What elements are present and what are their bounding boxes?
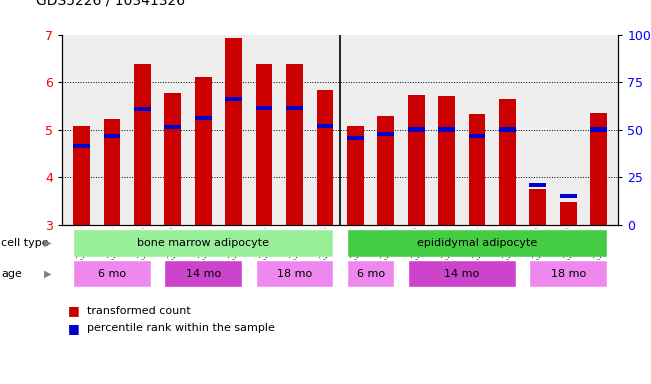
Text: GDS5226 / 10341326: GDS5226 / 10341326 [36,0,185,8]
Bar [408,95,424,225]
Text: 14 mo: 14 mo [186,268,221,279]
Bar [469,114,486,225]
Bar [590,127,607,132]
Text: 18 mo: 18 mo [277,268,312,279]
Bar [378,116,394,225]
Bar [560,194,577,198]
Bar [195,116,212,120]
Text: ■: ■ [68,305,80,318]
Text: 6 mo: 6 mo [98,268,126,279]
Bar [378,132,394,136]
Bar [256,106,273,110]
Bar [499,127,516,132]
Bar [165,93,181,225]
Bar [347,229,607,257]
Bar [256,260,333,288]
Bar [499,99,516,225]
Text: epididymal adipocyte: epididymal adipocyte [417,238,537,248]
Bar [195,77,212,225]
Text: 14 mo: 14 mo [444,268,479,279]
Bar [286,65,303,225]
Text: percentile rank within the sample: percentile rank within the sample [87,323,275,333]
Text: 6 mo: 6 mo [357,268,385,279]
Bar [469,134,486,138]
Bar [74,229,333,257]
Text: ■: ■ [68,322,80,335]
Bar [529,260,607,288]
Bar [225,38,242,225]
Text: transformed count: transformed count [87,306,190,316]
Bar [104,134,120,138]
Bar [438,96,455,225]
Bar [560,202,577,225]
Bar [408,127,424,132]
Bar [104,119,120,225]
Text: bone marrow adipocyte: bone marrow adipocyte [137,238,270,248]
Text: cell type: cell type [1,238,49,248]
Bar [316,90,333,225]
Bar [438,127,455,132]
Bar [347,260,394,288]
Bar [165,260,242,288]
Bar [316,124,333,128]
Bar [286,106,303,110]
Bar [529,189,546,225]
Bar [590,113,607,225]
Bar [74,144,90,148]
Text: ▶: ▶ [44,238,52,248]
Text: ▶: ▶ [44,268,52,279]
Bar [256,64,273,225]
Bar [347,126,364,225]
Bar [134,64,151,225]
Text: 18 mo: 18 mo [551,268,586,279]
Bar [225,96,242,101]
Bar [165,125,181,129]
Bar [74,260,151,288]
Bar [347,136,364,140]
Bar [529,182,546,187]
Bar [134,107,151,111]
Text: age: age [1,268,22,279]
Bar [408,260,516,288]
Bar [74,126,90,225]
